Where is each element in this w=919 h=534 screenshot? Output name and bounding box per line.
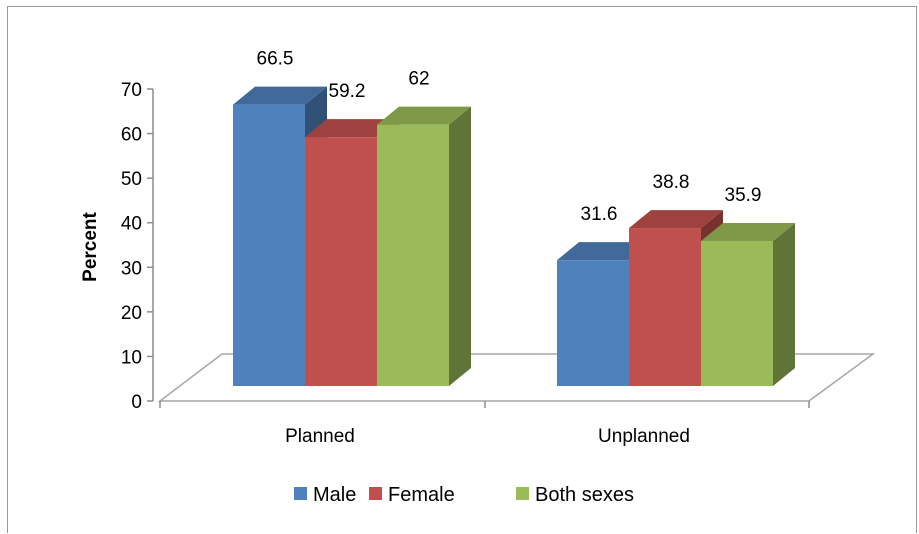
bar-side-face [449, 106, 471, 387]
bar-top-face [233, 86, 327, 105]
legend-label: Both sexes [535, 484, 634, 506]
bar-front-face [377, 124, 449, 387]
data-label: 59.2 [329, 81, 366, 102]
legend: Male Female Both sexes [294, 484, 634, 506]
data-labels: 66.5 59.2 62 31.6 38.8 35.9 [257, 49, 762, 226]
bar-male-unplanned [557, 242, 651, 386]
bar-front-face [629, 228, 701, 386]
x-axis: Planned Unplanned [159, 401, 810, 447]
bar-both-sexes-unplanned [701, 222, 795, 386]
legend-label: Male [313, 484, 356, 506]
bar-front-face [233, 104, 305, 386]
data-label: 31.6 [581, 204, 618, 225]
data-label: 35.9 [725, 185, 762, 206]
bar-front-face [305, 137, 377, 386]
bar-front-face [557, 260, 629, 386]
y-tick-label: 50 [121, 169, 142, 190]
y-tick-label: 70 [121, 80, 142, 101]
chart-frame [7, 6, 917, 533]
data-label: 38.8 [653, 172, 690, 193]
bar-top-face [557, 242, 651, 261]
bar-top-face [629, 210, 723, 229]
y-tick-label: 0 [131, 392, 142, 413]
bars [233, 86, 795, 387]
y-tick-label: 30 [121, 258, 142, 279]
y-tick-label: 60 [121, 125, 142, 146]
y-axis-title: Percent [80, 211, 101, 281]
legend-item-female: Female [369, 484, 455, 506]
data-label: 66.5 [257, 49, 294, 70]
x-tick-label: Unplanned [598, 426, 690, 447]
legend-swatch [294, 487, 307, 500]
data-label: 62 [408, 69, 429, 90]
y-tick-label: 20 [121, 303, 142, 324]
legend-item-male: Male [294, 484, 356, 506]
legend-item-both-sexes: Both sexes [516, 484, 634, 506]
legend-swatch [516, 487, 529, 500]
y-axis: 0 10 20 30 40 50 60 70 [121, 80, 154, 413]
legend-label: Female [388, 484, 455, 506]
bar-both-sexes-planned [377, 106, 471, 387]
bar-front-face [701, 240, 773, 386]
bar-side-face [773, 222, 795, 386]
bar-top-face [377, 106, 471, 125]
bar-top-face [305, 119, 399, 138]
y-tick-label: 40 [121, 214, 142, 235]
x-tick-label: Planned [285, 426, 355, 447]
bar-top-face [701, 222, 795, 241]
legend-swatch [369, 487, 382, 500]
y-tick-label: 10 [121, 347, 142, 368]
